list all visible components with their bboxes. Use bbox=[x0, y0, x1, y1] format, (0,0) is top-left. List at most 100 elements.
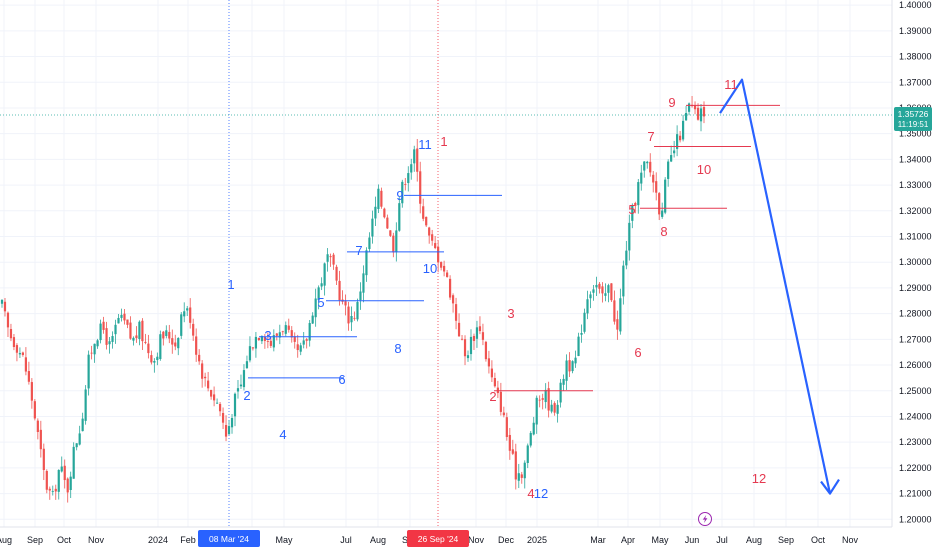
candle-body bbox=[693, 105, 697, 110]
candle-body bbox=[410, 164, 413, 173]
y-tick-label: 1.40000 bbox=[899, 0, 932, 10]
x-tick-label: 2024 bbox=[148, 535, 168, 545]
candle-body bbox=[443, 265, 446, 272]
x-tick-label: Oct bbox=[57, 535, 72, 545]
projection-arrow bbox=[719, 78, 840, 495]
blue-wave-label: 9 bbox=[396, 188, 403, 203]
candle-body bbox=[448, 278, 452, 298]
candle-body bbox=[526, 445, 529, 464]
range-end-pill[interactable] bbox=[407, 530, 469, 547]
candle-body bbox=[153, 361, 156, 363]
candle-body bbox=[198, 354, 201, 362]
range-start-pill[interactable] bbox=[198, 530, 260, 547]
candle-body bbox=[562, 378, 565, 385]
candle-body bbox=[568, 360, 571, 372]
candle-body bbox=[36, 420, 39, 433]
candle-body bbox=[490, 368, 494, 378]
candle-body bbox=[168, 331, 171, 339]
candle-body bbox=[248, 346, 252, 361]
candle-body bbox=[580, 333, 583, 335]
range-start-label: 08 Mar '24 bbox=[209, 534, 249, 544]
candle-body bbox=[389, 230, 392, 236]
candle-body bbox=[245, 361, 249, 369]
candle-body bbox=[24, 357, 27, 372]
candle-body bbox=[266, 341, 269, 342]
price-tag-countdown: 11:19:51 bbox=[898, 120, 929, 129]
candle-body bbox=[123, 313, 126, 321]
candle-body bbox=[227, 426, 231, 435]
y-tick-label: 1.37000 bbox=[899, 77, 932, 87]
candle-body bbox=[664, 179, 667, 213]
candle-body bbox=[652, 174, 655, 183]
candle-body bbox=[520, 474, 523, 478]
candle-body bbox=[353, 317, 356, 319]
candle-body bbox=[165, 330, 168, 337]
candle-body bbox=[365, 250, 368, 276]
candle-body bbox=[478, 326, 482, 332]
price-tag-box bbox=[894, 107, 932, 132]
candle-body bbox=[201, 363, 204, 379]
red-wave-label: 4 bbox=[527, 486, 534, 501]
candle-body bbox=[386, 217, 389, 229]
y-tick-label: 1.22000 bbox=[899, 463, 932, 473]
candle-body bbox=[48, 488, 51, 491]
red-wave-label: 3 bbox=[507, 306, 514, 321]
candle-body bbox=[147, 343, 150, 354]
blue-wave-label: 7 bbox=[355, 243, 362, 258]
candle-body bbox=[218, 403, 222, 412]
candle-body bbox=[66, 478, 69, 493]
red-wave-label: 9 bbox=[668, 95, 675, 110]
candle-body bbox=[3, 301, 7, 312]
candle-body bbox=[242, 370, 246, 388]
candle-body bbox=[272, 335, 275, 348]
candle-body bbox=[416, 148, 419, 172]
candle-body bbox=[311, 315, 314, 324]
y-tick-label: 1.34000 bbox=[899, 154, 932, 164]
candle-body bbox=[141, 320, 144, 342]
candle-body bbox=[251, 347, 255, 349]
candle-body bbox=[344, 301, 347, 306]
candle-body bbox=[422, 206, 425, 219]
candle-body bbox=[475, 327, 479, 339]
red-wave-label: 12 bbox=[752, 471, 766, 486]
candle-body bbox=[613, 300, 616, 322]
candle-body bbox=[159, 334, 162, 360]
candle-body bbox=[308, 323, 311, 341]
candle-body bbox=[592, 289, 595, 293]
candle-body bbox=[284, 325, 287, 334]
candle-body bbox=[57, 469, 60, 492]
candle-body bbox=[63, 465, 66, 481]
y-tick-label: 1.26000 bbox=[899, 360, 932, 370]
candle-body bbox=[440, 262, 443, 268]
candle-body bbox=[195, 336, 198, 355]
range-end-label: 26 Sep '24 bbox=[418, 534, 459, 544]
candle-body bbox=[296, 344, 299, 351]
candle-body bbox=[529, 432, 532, 446]
candle-body bbox=[138, 321, 141, 339]
red-wave-label: 8 bbox=[660, 224, 667, 239]
time-axis[interactable]: Aug Sep Oct Nov 2024 Feb Apr May Jul Aug Sep Nov Dec… bbox=[0, 530, 858, 547]
y-tick-label: 1.25000 bbox=[899, 386, 932, 396]
candle-body bbox=[129, 322, 132, 339]
candle-body bbox=[487, 358, 491, 367]
candle-body bbox=[425, 216, 428, 226]
candle-body bbox=[215, 402, 219, 404]
candle-body bbox=[469, 336, 473, 355]
candle-body bbox=[144, 341, 147, 343]
blue-wave-label: 11 bbox=[418, 137, 432, 152]
candle-body bbox=[42, 448, 45, 471]
y-tick-label: 1.20000 bbox=[899, 514, 932, 524]
candle-body bbox=[655, 181, 658, 193]
x-tick-label: Nov bbox=[842, 535, 859, 545]
candle-body bbox=[702, 107, 706, 117]
candle-body bbox=[556, 404, 559, 414]
blue-wave-label: 8 bbox=[394, 341, 401, 356]
candle-body bbox=[21, 352, 25, 355]
candle-body bbox=[472, 335, 476, 341]
candle-body bbox=[610, 283, 613, 301]
candle-body bbox=[356, 302, 359, 320]
lightning-icon[interactable] bbox=[698, 512, 712, 526]
price-axis[interactable]: 1.400001.390001.380001.370001.360001.350… bbox=[899, 0, 932, 524]
candle-body bbox=[27, 371, 30, 382]
